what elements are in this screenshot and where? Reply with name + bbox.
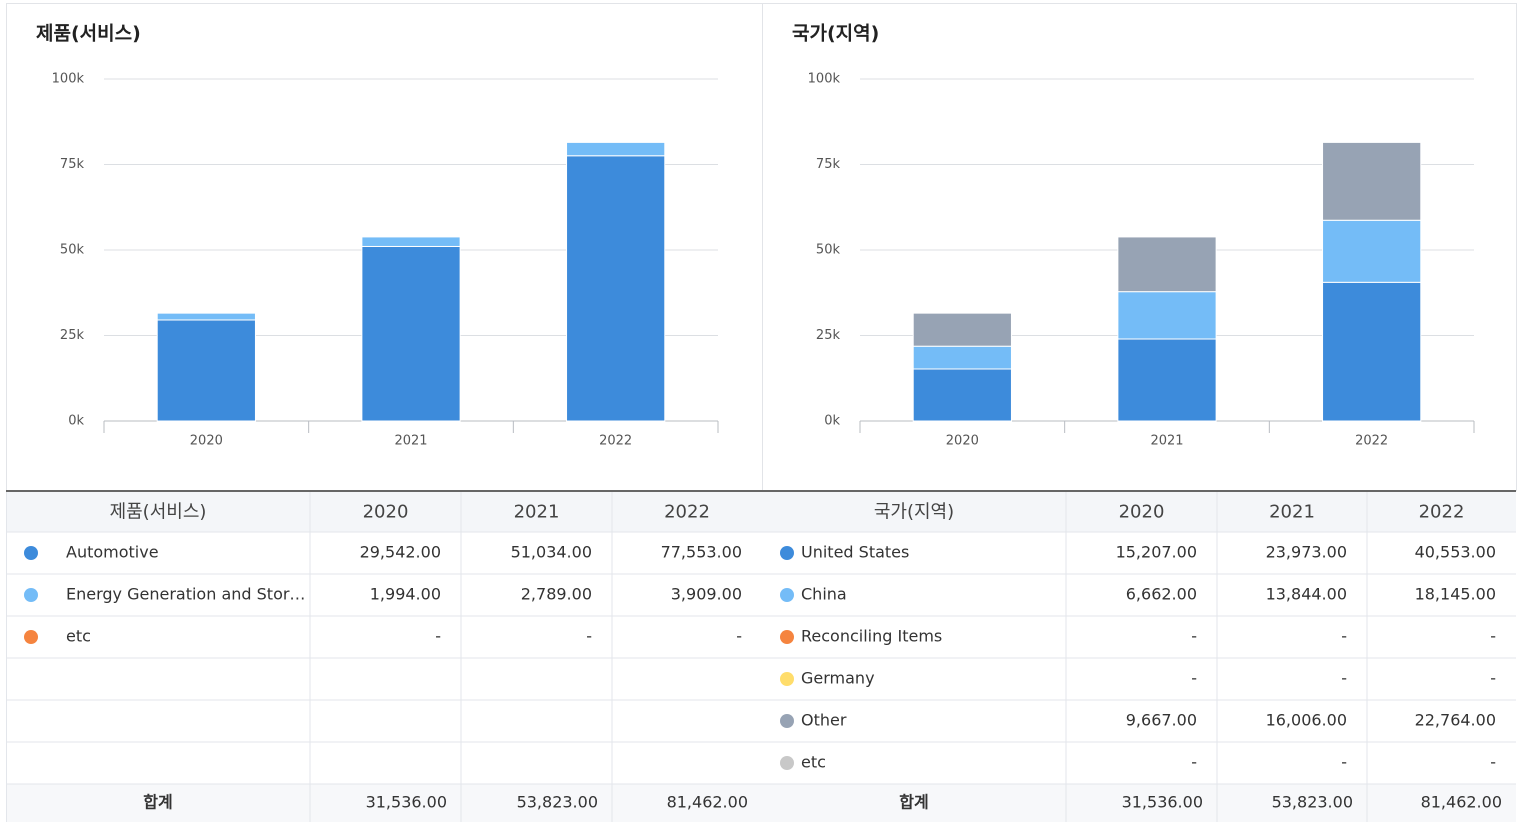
x-tick-label: 2021 [1150,434,1183,449]
cell: - [1191,753,1197,772]
x-tick-label: 2020 [190,434,223,449]
cell: - [1341,627,1347,646]
header-cell: 2020 [1119,502,1165,523]
legend-dot [780,672,794,686]
header-cell: 2020 [363,502,409,523]
y-tick-label: 25k [60,328,85,343]
x-tick-label: 2020 [946,434,979,449]
legend-dot [780,756,794,770]
row-name: etc [801,753,826,772]
x-tick-label: 2021 [394,434,427,449]
y-tick-label: 75k [60,157,85,172]
bar-segment [912,368,1012,422]
bar-segment [566,141,666,157]
y-tick-label: 100k [808,72,841,87]
legend-dot [780,546,794,560]
row-name: United States [801,543,909,562]
cell: 13,844.00 [1266,585,1347,604]
y-tick-label: 75k [816,157,841,172]
cell: - [1341,669,1347,688]
legend-dot [780,714,794,728]
cell: - [1490,753,1496,772]
cell: 15,207.00 [1116,543,1197,562]
chart-title: 국가(지역) [792,23,879,45]
cell: 3,909.00 [671,585,742,604]
row-name: Reconciling Items [801,627,942,646]
total-label: 합계 [143,793,172,812]
bar-segment [1322,141,1422,221]
y-tick-label: 50k [816,243,841,258]
cell: 40,553.00 [1415,543,1496,562]
cell: 9,667.00 [1126,711,1197,730]
cell: - [1191,627,1197,646]
y-tick-label: 100k [52,72,85,87]
total-cell: 53,823.00 [517,793,598,812]
cell: 51,034.00 [511,543,592,562]
y-tick-label: 25k [816,328,841,343]
legend-dot [24,546,38,560]
row-name: etc [66,627,91,646]
bar-segment [1117,236,1217,293]
bar-segment [156,312,256,321]
legend-dot [780,588,794,602]
header-cell: 2021 [1269,502,1315,523]
bar-segment [1322,219,1422,283]
total-cell: 81,462.00 [1421,793,1502,812]
legend-dot [24,588,38,602]
table-total-bg [6,784,762,822]
cell: - [736,627,742,646]
cell: 22,764.00 [1415,711,1496,730]
cell: - [1191,669,1197,688]
cell: - [586,627,592,646]
legend-dot [24,630,38,644]
cell: - [1490,669,1496,688]
total-cell: 31,536.00 [366,793,447,812]
table-header-bg [6,491,762,532]
cell: 1,994.00 [370,585,441,604]
chart-title: 제품(서비스) [36,23,141,45]
cell: 23,973.00 [1266,543,1347,562]
header-cell: 제품(서비스) [110,502,207,523]
bar-segment [912,312,1012,347]
bar-segment [566,155,666,422]
cell: - [1341,753,1347,772]
bar-segment [1117,291,1217,340]
row-name: Germany [801,669,875,688]
table-total-bg [762,784,1516,822]
row-name: Automotive [66,543,159,562]
y-tick-label: 50k [60,243,85,258]
cell: 29,542.00 [360,543,441,562]
cell: - [1490,627,1496,646]
total-cell: 81,462.00 [667,793,748,812]
legend-dot [780,630,794,644]
header-cell: 국가(지역) [874,502,954,523]
cell: 16,006.00 [1266,711,1347,730]
x-tick-label: 2022 [1355,434,1388,449]
cell: 77,553.00 [661,543,742,562]
y-tick-label: 0k [68,414,84,429]
row-name: Other [801,711,847,730]
cell: 2,789.00 [521,585,592,604]
cell: 18,145.00 [1415,585,1496,604]
y-tick-label: 0k [824,414,840,429]
header-cell: 2022 [1419,502,1465,523]
cell: - [435,627,441,646]
total-cell: 31,536.00 [1122,793,1203,812]
cell: 6,662.00 [1126,585,1197,604]
row-name: China [801,585,847,604]
bar-segment [361,236,461,247]
total-label: 합계 [899,793,928,812]
total-cell: 53,823.00 [1272,793,1353,812]
x-tick-label: 2022 [599,434,632,449]
header-cell: 2022 [664,502,710,523]
header-cell: 2021 [514,502,560,523]
row-name: Energy Generation and Stor… [66,585,305,604]
bar-segment [156,319,256,422]
bar-segment [361,245,461,422]
table-header-bg [762,491,1516,532]
bar-segment [1117,338,1217,422]
bar-segment [912,345,1012,370]
bar-segment [1322,281,1422,422]
